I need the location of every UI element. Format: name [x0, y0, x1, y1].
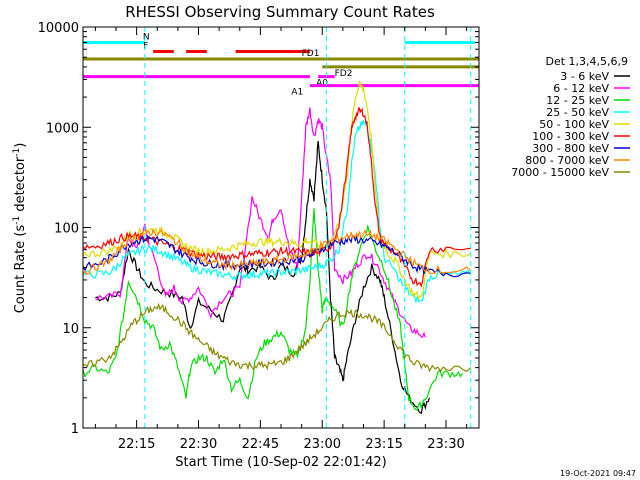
- legend-label: 7000 - 15000 keV: [511, 166, 609, 179]
- footer-timestamp: 19-Oct-2021 09:47: [560, 469, 636, 478]
- x-tick-label: 22:15: [118, 437, 155, 452]
- flag-label: FD1: [302, 49, 320, 59]
- legend-label: 100 - 300 keV: [532, 130, 609, 143]
- chart-title: RHESSI Observing Summary Count Rates: [125, 3, 435, 21]
- y-tick-label: 10: [62, 322, 79, 337]
- legend-title: Det 1,3,4,5,6,9: [545, 55, 628, 68]
- legend-label: 25 - 50 keV: [546, 106, 609, 119]
- x-axis-label: Start Time (10-Sep-02 22:01:42): [175, 455, 386, 470]
- series-line-5: [82, 106, 471, 288]
- axes-layer: 1 10 100 1000 10000 22:15 22:30 22:45 23:00 23:15…: [38, 21, 479, 452]
- x-tick-label: 23:30: [427, 437, 464, 452]
- series-line-2: [82, 208, 463, 412]
- y-tick-label: 1: [71, 422, 79, 437]
- legend-label: 3 - 6 keV: [560, 70, 609, 83]
- x-tick-label: 23:00: [304, 437, 341, 452]
- series-line-7: [82, 228, 472, 275]
- series-line-8: [82, 302, 472, 373]
- legend-label: 300 - 800 keV: [532, 142, 609, 155]
- x-tick-label: 22:45: [242, 437, 279, 452]
- legend-label: 6 - 12 keV: [553, 82, 609, 95]
- dashed-verticals: [144, 27, 472, 428]
- legend-label: 12 - 25 keV: [546, 94, 609, 107]
- y-tick-label: 100: [54, 222, 79, 237]
- y-tick-label: 10000: [38, 21, 79, 36]
- y-tick-label: 1000: [46, 121, 79, 136]
- flag-label: FD2: [335, 69, 353, 79]
- flag-label: A1: [291, 88, 303, 98]
- legend-label: 800 - 7000 keV: [525, 154, 609, 167]
- legend-label: 50 - 100 keV: [539, 118, 609, 131]
- flag-label: A0: [316, 79, 328, 89]
- x-tick-label: 22:30: [180, 437, 217, 452]
- series-line-3: [82, 119, 472, 303]
- series-layer: [82, 80, 472, 415]
- flag-label: N: [143, 33, 150, 43]
- y-axis-label: Count Rate (s-1 detector-1): [12, 143, 28, 314]
- x-tick-label: 23:15: [365, 437, 402, 452]
- flag-label: F: [143, 41, 148, 51]
- series-line-1: [95, 107, 426, 339]
- flags-layer: NF FD1 FD2 A0 A1: [83, 33, 479, 98]
